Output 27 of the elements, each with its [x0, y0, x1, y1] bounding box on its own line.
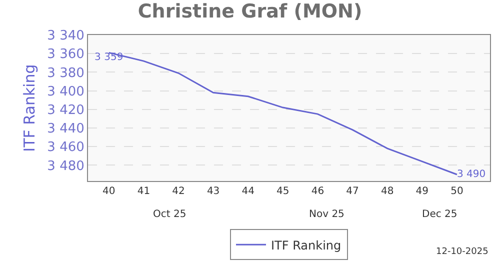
legend-label: ITF Ranking	[271, 238, 342, 252]
x-tick-label: 40	[102, 186, 116, 197]
x-tick-label: 44	[242, 186, 254, 197]
y-axis-title: ITF Ranking	[20, 64, 38, 152]
x-tick-label: 50	[450, 186, 464, 197]
y-tick-label: 3 340	[47, 28, 84, 44]
text: 12-10-2025	[436, 247, 488, 257]
text: Dec 25	[422, 209, 458, 220]
x-tick-label: 45	[276, 186, 290, 197]
y-tick-label: 3 360	[47, 47, 84, 62]
x-tick-label: 47	[346, 186, 359, 197]
text: Nov 25	[309, 209, 344, 220]
x-tick-label: 46	[311, 186, 324, 197]
y-tick-label: 3 460	[47, 140, 84, 156]
y-tick-label: 3 400	[47, 84, 84, 100]
x-tick-label: 49	[416, 186, 428, 197]
y-tick-label: 3 440	[47, 122, 84, 137]
chart-title: Christine Graf (MON)	[138, 0, 362, 22]
y-tick-label: 3 380	[47, 66, 84, 81]
y-tick-label: 3 420	[47, 102, 84, 118]
x-tick-label: 41	[137, 186, 150, 197]
x-tick-label: 43	[206, 186, 220, 197]
y-tick-label: 3 480	[47, 158, 84, 174]
x-tick-label: 48	[380, 186, 394, 197]
text: Oct 25	[153, 209, 186, 220]
data-label: 3 490	[456, 168, 486, 180]
x-tick-label: 42	[172, 186, 185, 197]
